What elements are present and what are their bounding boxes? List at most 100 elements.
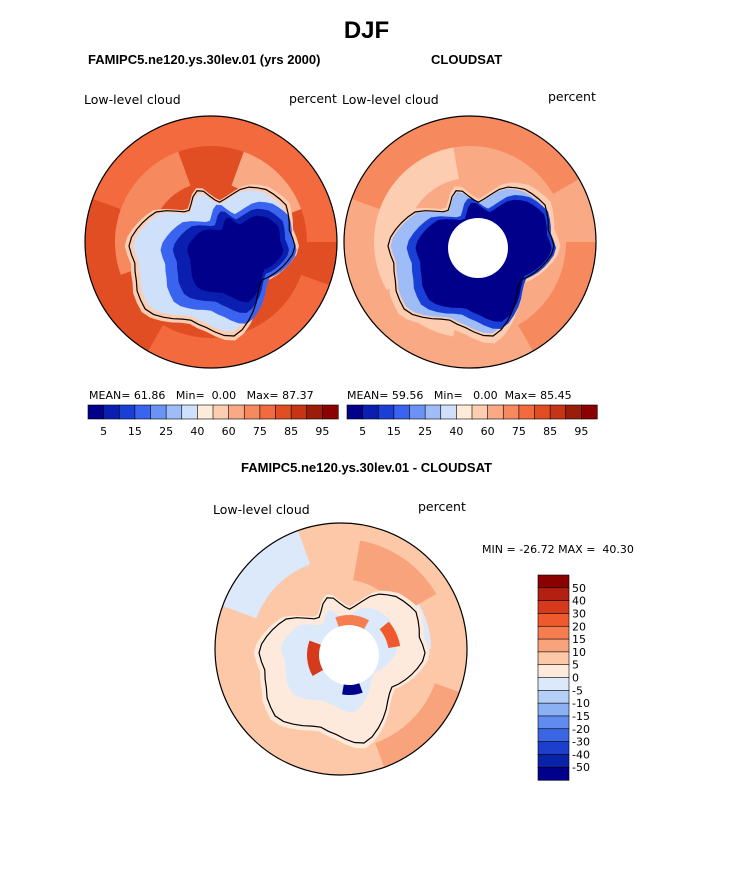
diff-max-label: MAX = bbox=[558, 543, 596, 556]
negative-anomaly bbox=[342, 683, 363, 695]
colorbar-swatch bbox=[537, 600, 570, 615]
colorbar-tick-label: -15 bbox=[572, 710, 590, 723]
right-units-label: percent bbox=[548, 89, 596, 104]
colorbar-swatch bbox=[537, 728, 570, 743]
map-field-patch bbox=[218, 526, 311, 619]
positive-anomaly bbox=[307, 640, 324, 676]
colorbar-tick-label: 95 bbox=[315, 425, 329, 438]
colorbar-swatch bbox=[537, 613, 570, 627]
page-title: DJF bbox=[343, 17, 390, 44]
colorbar-swatch bbox=[537, 690, 570, 704]
colorbar-tick-label: -40 bbox=[572, 748, 590, 761]
colorbar-swatch bbox=[322, 404, 339, 420]
colorbar-swatch bbox=[537, 638, 570, 653]
colorbar-swatch bbox=[537, 715, 570, 730]
colorbar-tick-label: 60 bbox=[222, 425, 236, 438]
left-max-label: Max= bbox=[246, 389, 279, 402]
map-field-patch bbox=[187, 215, 284, 303]
colorbar-tick-label: -30 bbox=[572, 736, 590, 749]
right-min-value: 0.00 bbox=[473, 389, 498, 402]
colorbar-swatch bbox=[212, 404, 230, 420]
colorbar-tick-label: 10 bbox=[572, 646, 586, 659]
positive-anomaly bbox=[335, 615, 369, 630]
colorbar-tick-label: 5 bbox=[100, 425, 107, 438]
right-stats: MEAN= 59.56 Min= 0.00 Max= 85.45 bbox=[347, 389, 572, 402]
map-outline bbox=[84, 115, 338, 369]
left-stats: MEAN= 61.86 Min= 0.00 Max= 87.37 bbox=[89, 389, 314, 402]
left-mean-label: MEAN= bbox=[89, 389, 131, 402]
colorbar-swatch bbox=[377, 404, 395, 420]
colorbar-swatch bbox=[87, 404, 105, 420]
left-min-value: 0.00 bbox=[211, 389, 237, 402]
colorbar-tick-label: 95 bbox=[574, 425, 588, 438]
map-field-patch bbox=[375, 683, 464, 772]
colorbar-tick-label: 5 bbox=[572, 659, 579, 672]
colorbar-swatch bbox=[502, 404, 520, 420]
colorbar-tick-label: 0 bbox=[572, 672, 579, 685]
colorbar-swatch bbox=[471, 404, 489, 420]
antarctica-coastline bbox=[258, 593, 426, 744]
colorbar-tick-label: 40 bbox=[449, 425, 463, 438]
colorbar-tick-label: 25 bbox=[418, 425, 432, 438]
colorbar-swatch bbox=[103, 404, 120, 420]
colorbar-swatch bbox=[537, 741, 570, 755]
left-max-value: 87.37 bbox=[282, 389, 314, 402]
colorbar-swatch bbox=[362, 404, 379, 420]
colorbar-tick-label: 50 bbox=[572, 582, 586, 595]
left-min-label: Min= bbox=[175, 389, 205, 402]
right-colorbar: 5 15 25 40 60 75 85 95 bbox=[346, 404, 598, 438]
colorbar-swatch bbox=[537, 664, 570, 679]
map-field bbox=[215, 523, 467, 775]
colorbar-swatch bbox=[487, 404, 504, 420]
colorbar-tick-label: 20 bbox=[572, 620, 586, 633]
map-outline bbox=[343, 115, 597, 369]
diff-min-value: -26.72 bbox=[519, 543, 555, 556]
colorbar-swatch bbox=[537, 677, 570, 691]
colorbar-swatch bbox=[259, 404, 277, 420]
colorbar-swatch bbox=[537, 574, 570, 589]
colorbar-tick-label: 85 bbox=[543, 425, 557, 438]
diff-min-label: MIN = bbox=[482, 543, 516, 556]
colorbar-tick-label: 15 bbox=[387, 425, 401, 438]
colorbar-tick-label: -5 bbox=[572, 684, 583, 697]
colorbar-swatch bbox=[275, 404, 292, 420]
colorbar-swatch bbox=[346, 404, 364, 420]
colorbar-swatch bbox=[549, 404, 567, 420]
right-mean-value: 59.56 bbox=[391, 389, 424, 402]
panel-diff-title: FAMIPC5.ne120.ys.30lev.01 - CLOUDSAT bbox=[241, 460, 492, 475]
colorbar-swatch bbox=[228, 404, 245, 420]
colorbar-swatch bbox=[409, 404, 426, 420]
antarctica-coastline bbox=[128, 186, 296, 337]
colorbar-tick-label: 60 bbox=[481, 425, 495, 438]
colorbar-tick-label: 15 bbox=[128, 425, 142, 438]
left-mean-value: 61.86 bbox=[133, 389, 166, 402]
colorbar-tick-label: 85 bbox=[284, 425, 298, 438]
right-mean-label: MEAN= bbox=[347, 389, 389, 402]
map-field bbox=[85, 116, 337, 368]
positive-anomaly bbox=[379, 621, 401, 649]
colorbar-swatch bbox=[393, 404, 411, 420]
colorbar-swatch bbox=[150, 404, 167, 420]
antarctica-coastline bbox=[387, 186, 555, 337]
colorbar-tick-label: 15 bbox=[572, 633, 586, 646]
map-field-patch bbox=[347, 116, 583, 210]
colorbar-swatch bbox=[243, 404, 261, 420]
colorbar-swatch bbox=[134, 404, 152, 420]
colorbar-swatch bbox=[424, 404, 442, 420]
colorbar-swatch bbox=[537, 702, 570, 717]
colorbar-tick-label: 40 bbox=[572, 595, 586, 608]
right-max-label: Max= bbox=[504, 389, 537, 402]
panel-right-title: CLOUDSAT bbox=[431, 52, 503, 67]
panel-left-title: FAMIPC5.ne120.ys.30lev.01 (yrs 2000) bbox=[88, 52, 321, 67]
colorbar-tick-label: -20 bbox=[572, 723, 590, 736]
colorbar-swatch bbox=[537, 625, 570, 640]
colorbar-swatch bbox=[565, 404, 582, 420]
colorbar-tick-label: 5 bbox=[359, 425, 366, 438]
colorbar-swatch bbox=[306, 404, 323, 420]
colorbar-tick-label: -50 bbox=[572, 761, 590, 774]
map-field bbox=[344, 116, 596, 368]
diff-variable-label: Low-level cloud bbox=[213, 502, 310, 517]
colorbar-swatch bbox=[118, 404, 136, 420]
missing-data-hole bbox=[448, 218, 508, 278]
